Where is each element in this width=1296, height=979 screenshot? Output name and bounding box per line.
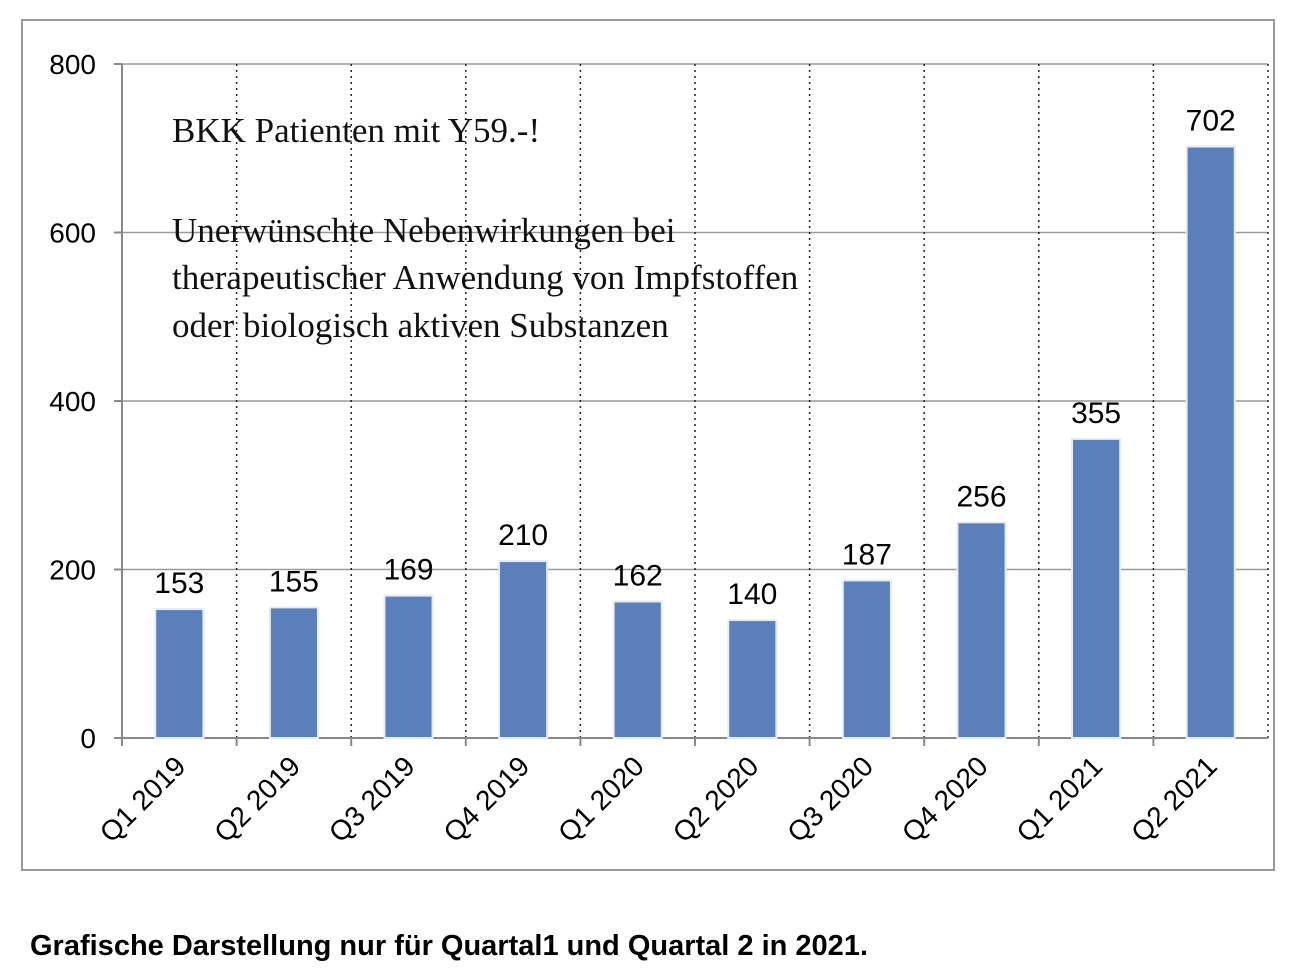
value-label: 187 <box>842 538 892 571</box>
value-label: 256 <box>956 480 1006 513</box>
value-label: 155 <box>269 565 319 598</box>
bar <box>498 560 549 740</box>
bar <box>1185 145 1236 739</box>
value-label: 355 <box>1071 397 1121 430</box>
annotation: Unerwünschte Nebenwirkungen bei <box>172 211 676 250</box>
bar <box>268 606 319 739</box>
marks: 153 155 169 210 162 140 187 256 355 702 <box>154 105 1236 740</box>
y-tick-label: 800 <box>49 49 96 80</box>
annotation: therapeutischer Anwendung von Impfstoffe… <box>172 258 798 297</box>
bar <box>956 521 1007 739</box>
y-tick-label: 600 <box>49 218 96 249</box>
bar <box>154 608 205 739</box>
bar <box>727 619 778 739</box>
y-tick-label: 400 <box>49 386 96 417</box>
bar <box>383 594 434 739</box>
value-label: 140 <box>727 578 777 611</box>
value-label: 153 <box>154 567 204 600</box>
bar <box>1071 437 1122 739</box>
value-label: 702 <box>1186 105 1236 138</box>
value-label: 210 <box>498 519 548 552</box>
y-tick-label: 0 <box>80 723 96 754</box>
annotation: BKK Patienten mit Y59.-! <box>172 111 540 150</box>
value-label: 162 <box>613 560 663 593</box>
y-tick-label: 200 <box>49 555 96 586</box>
bar <box>612 600 663 740</box>
caption: Grafische Darstellung nur für Quartal1 u… <box>30 930 868 962</box>
value-label: 169 <box>383 554 433 587</box>
annotation: oder biologisch aktiven Substanzen <box>172 306 669 345</box>
bar <box>841 579 892 740</box>
